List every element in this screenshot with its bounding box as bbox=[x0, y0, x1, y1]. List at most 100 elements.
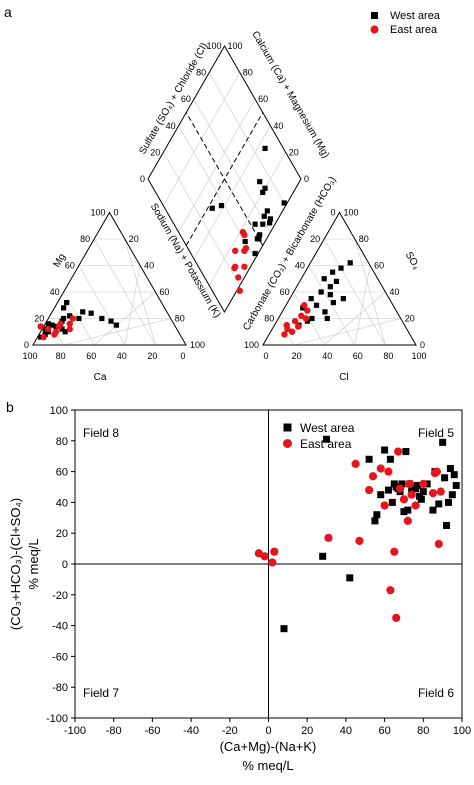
cation-point-west bbox=[113, 322, 119, 328]
y-tick-label: 0 bbox=[62, 559, 68, 571]
tick-label-diamond-right: 40 bbox=[273, 121, 283, 131]
diamond-point-west bbox=[242, 238, 248, 245]
diamond-point-west bbox=[252, 250, 258, 257]
y-tick-label: 80 bbox=[56, 436, 68, 448]
tick-label-mg: 100 bbox=[90, 208, 105, 218]
diamond-point-east bbox=[241, 263, 248, 270]
diamond-point-east bbox=[232, 263, 239, 270]
scatter-point-east bbox=[411, 501, 420, 510]
anion-point-west bbox=[340, 296, 346, 302]
scatter-point-west bbox=[446, 465, 454, 473]
scatter-point-east bbox=[436, 487, 445, 496]
anion-point-west bbox=[347, 260, 353, 266]
anion-axis-label-so4: SO₄ bbox=[403, 250, 422, 272]
scatter-point-east bbox=[270, 547, 279, 556]
tick-label-hco3: 100 bbox=[244, 340, 259, 350]
scatter-point-east bbox=[428, 489, 438, 498]
anion-point-east bbox=[301, 302, 308, 309]
tick-label-diamond-right: 80 bbox=[243, 68, 253, 78]
x-tick-label: 60 bbox=[378, 725, 390, 737]
tick-label-so4: 100 bbox=[344, 208, 359, 218]
diamond-label-sulfate-chloride: Sulfate (SO₄) + Chloride (Cl) bbox=[137, 41, 210, 156]
diamond-point-west bbox=[261, 213, 267, 219]
cation-point-east bbox=[51, 331, 58, 338]
cation-point-west bbox=[67, 313, 73, 319]
diamond-outline bbox=[147, 44, 302, 314]
scatter-point-east bbox=[324, 533, 333, 542]
y-axis-title-line2: % meq/L bbox=[26, 538, 41, 589]
tick-label-diamond-left: 60 bbox=[181, 94, 191, 104]
x-tick-label: 20 bbox=[301, 725, 313, 737]
scatter-point-west bbox=[386, 455, 394, 463]
tick-label-nak: 100 bbox=[190, 340, 205, 350]
grid-line bbox=[93, 238, 156, 346]
cation-point-west bbox=[88, 310, 94, 316]
x-tick-label: -80 bbox=[106, 725, 122, 737]
x-tick-label: -60 bbox=[144, 725, 160, 737]
piper-points bbox=[37, 145, 353, 341]
tick-label-nak: 80 bbox=[175, 314, 185, 324]
tick-label-hco3: 20 bbox=[310, 234, 320, 244]
diamond-point-west bbox=[264, 208, 270, 214]
scatter-point-west bbox=[435, 500, 443, 508]
diamond-point-west bbox=[267, 220, 273, 226]
scatter-point-west bbox=[413, 481, 421, 489]
legend-marker-west-b bbox=[283, 423, 292, 432]
diamond-point-west bbox=[262, 185, 268, 191]
piper-outline bbox=[32, 44, 417, 346]
cation-point-west bbox=[49, 322, 55, 328]
scatter-point-east bbox=[365, 485, 374, 495]
scatter-point-east bbox=[355, 536, 364, 546]
y-tick-label: 20 bbox=[56, 528, 68, 540]
legend-marker-east-b bbox=[283, 439, 292, 448]
tick-label-hco3: 60 bbox=[280, 287, 290, 297]
diamond-point-west bbox=[260, 189, 266, 195]
anion-point-west bbox=[330, 269, 336, 275]
scatter-point-west bbox=[419, 488, 427, 496]
tick-label-hco3: 40 bbox=[295, 261, 305, 271]
anion-point-east bbox=[304, 307, 311, 314]
scatter-point-west bbox=[444, 498, 452, 506]
anion-point-west bbox=[308, 296, 314, 302]
plot-points bbox=[254, 435, 460, 633]
scatter-point-east bbox=[432, 467, 441, 476]
scatter-point-west bbox=[384, 486, 392, 494]
cation-point-west bbox=[61, 315, 67, 322]
tick-label-cl: 60 bbox=[353, 351, 363, 361]
x-axis-title-line1: (Ca+Mg)-(Na+K) bbox=[220, 739, 317, 754]
scatter-point-west bbox=[280, 625, 288, 633]
scatter-point-east bbox=[351, 459, 360, 468]
scatter-point-east bbox=[405, 479, 414, 489]
cation-point-west bbox=[62, 329, 68, 335]
scatter-point-west bbox=[429, 506, 437, 514]
scatter-point-west bbox=[441, 474, 449, 482]
diamond-point-west bbox=[260, 221, 266, 227]
cation-point-east bbox=[40, 333, 47, 341]
scatter-point-west bbox=[452, 481, 460, 489]
x-axis-title-line2: % meq/L bbox=[242, 758, 293, 773]
scatter-point-east bbox=[260, 552, 269, 561]
grid-line bbox=[163, 152, 241, 286]
cation-point-west bbox=[59, 326, 65, 332]
diamond-point-east bbox=[232, 247, 239, 255]
scatter-point-east bbox=[268, 558, 277, 567]
diamond-dashed-line bbox=[185, 112, 264, 246]
anion-point-west bbox=[322, 309, 328, 315]
grid-line bbox=[193, 125, 271, 259]
legend-label-west: West area bbox=[390, 10, 441, 22]
y-tick-label: -40 bbox=[52, 621, 68, 633]
grid-line bbox=[124, 238, 156, 346]
anion-point-east bbox=[302, 315, 310, 322]
scatter-point-east bbox=[403, 516, 412, 525]
grid-line bbox=[78, 265, 126, 346]
diamond-point-east bbox=[241, 231, 248, 239]
y-axis-title-line1: (CO₃+HCO₃)-(Cl+SO₄) bbox=[8, 498, 23, 630]
tick-label-so4: 80 bbox=[359, 234, 369, 244]
diamond-point-east bbox=[242, 244, 250, 252]
field-label-6: Field 6 bbox=[418, 686, 454, 700]
scatter-point-west bbox=[377, 491, 385, 499]
scatter-point-west bbox=[400, 508, 408, 516]
scatter-point-west bbox=[365, 455, 373, 463]
scatter-point-west bbox=[371, 517, 379, 525]
